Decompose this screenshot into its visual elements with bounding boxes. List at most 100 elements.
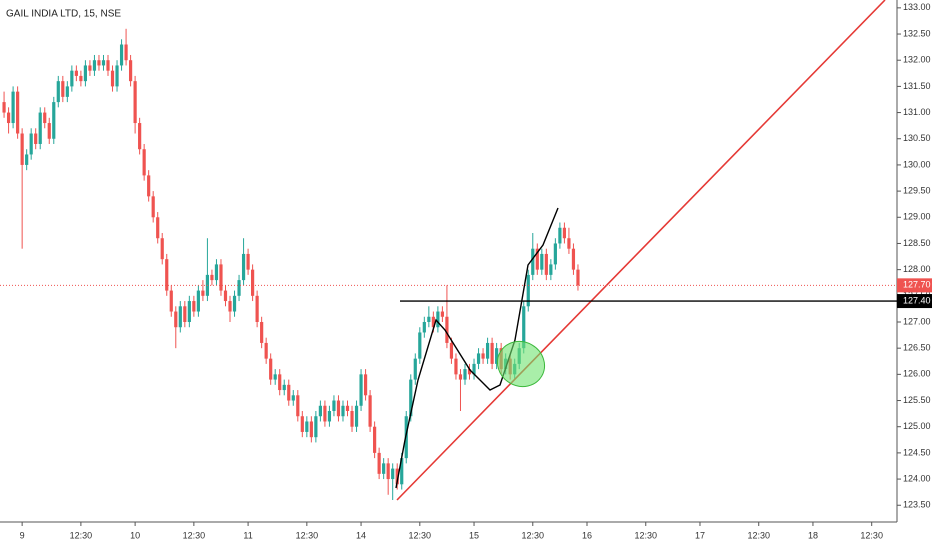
candle-body	[476, 353, 481, 364]
candle-body	[341, 405, 345, 417]
candle-body	[43, 112, 47, 124]
candle-body	[142, 149, 146, 176]
candle-body	[386, 463, 390, 480]
candle-body	[74, 70, 78, 76]
candle-body	[544, 253, 548, 275]
candle-body	[495, 348, 499, 364]
candle-body	[409, 379, 413, 417]
x-tick-label: 16	[582, 530, 592, 540]
x-tick-label: 12:30	[183, 530, 206, 540]
candle-body	[106, 60, 110, 71]
candle-body	[363, 374, 368, 396]
y-tick-label: 125.00	[903, 421, 931, 431]
y-tick-label: 123.50	[903, 500, 931, 510]
y-tick-label: 131.50	[903, 81, 931, 91]
last-price-label: 127.70	[903, 280, 931, 290]
candle-body	[110, 70, 115, 87]
candle-body	[38, 112, 42, 144]
candle-body	[576, 269, 580, 286]
candle-body	[531, 248, 535, 275]
y-tick-label: 126.50	[903, 343, 931, 353]
chart-title: GAIL INDIA LTD, 15, NSE	[6, 9, 121, 20]
candle-body	[192, 301, 196, 312]
candle-body	[147, 175, 151, 197]
y-tick-label: 124.00	[903, 473, 931, 483]
plot	[2, 28, 580, 501]
y-tick-label: 126.00	[903, 369, 931, 379]
y-tick-label: 124.50	[903, 447, 931, 457]
candle-body	[83, 65, 88, 82]
candle-body	[169, 290, 173, 312]
candle-body	[327, 411, 332, 422]
candle-body	[115, 65, 119, 87]
candle-body	[336, 400, 341, 417]
candle-body	[16, 91, 20, 134]
candle-body	[571, 248, 576, 270]
candle-body	[454, 358, 458, 375]
candle-body	[187, 301, 191, 322]
candle-body	[201, 290, 205, 296]
candle-body	[350, 411, 354, 427]
candle-body	[318, 405, 322, 417]
y-tick-label: 127.00	[903, 316, 931, 326]
y-tick-label: 131.00	[903, 107, 931, 117]
x-tick-label: 12:30	[634, 530, 657, 540]
y-tick-label: 133.00	[903, 2, 931, 12]
candle-body	[300, 416, 304, 432]
candle-body	[413, 358, 417, 380]
candle-body	[260, 321, 264, 343]
candle-body	[345, 405, 350, 412]
candle-body	[160, 238, 164, 260]
y-tick-label: 132.50	[903, 28, 931, 38]
y-tick-label: 130.00	[903, 159, 931, 169]
y-tick-label: 129.00	[903, 212, 931, 222]
highlight-ellipse	[496, 340, 546, 388]
x-tick-label: 12:30	[747, 530, 770, 540]
candle-body	[481, 353, 485, 359]
candle-body	[124, 44, 128, 61]
drawing-path	[395, 207, 559, 489]
candle-body	[97, 60, 101, 66]
candle-body	[368, 395, 372, 427]
candle-body	[2, 102, 6, 113]
horizontal-line-box	[897, 294, 932, 309]
candle-body	[490, 342, 494, 364]
candle-body	[427, 316, 431, 322]
candle-body	[377, 452, 381, 474]
y-tick-label: 128.00	[903, 264, 931, 274]
candle-body	[458, 374, 463, 380]
x-tick-label: 9	[20, 530, 25, 540]
candle-body	[151, 196, 155, 218]
y-tick-label: 130.50	[903, 133, 931, 143]
candle-body	[133, 81, 137, 124]
x-tick-label: 18	[808, 530, 818, 540]
candle-body	[273, 374, 277, 380]
candle-body	[463, 369, 467, 380]
x-tick-label: 14	[356, 530, 366, 540]
candle-body	[174, 311, 178, 328]
candle-body	[232, 295, 237, 312]
x-tick-label: 12:30	[860, 530, 883, 540]
candle-body	[418, 332, 422, 359]
candle-body	[251, 269, 255, 296]
candle-body	[20, 133, 24, 165]
candle-body	[485, 342, 490, 359]
candle-body	[178, 306, 182, 328]
candle-body	[354, 405, 359, 427]
x-tick-label: 12:30	[522, 530, 545, 540]
candle-body	[526, 274, 530, 307]
candle-body	[241, 253, 246, 281]
candle-body	[400, 458, 404, 485]
x-tick-label: 17	[695, 530, 705, 540]
candle-body	[558, 227, 562, 244]
y-tick-label: 125.50	[903, 395, 931, 405]
candle-body	[34, 133, 38, 144]
trend-line	[396, 0, 886, 501]
candle-body	[287, 384, 291, 401]
candle-body	[278, 374, 282, 391]
candle-body	[269, 358, 273, 380]
candle-body	[467, 369, 472, 375]
candle-body	[237, 280, 241, 296]
